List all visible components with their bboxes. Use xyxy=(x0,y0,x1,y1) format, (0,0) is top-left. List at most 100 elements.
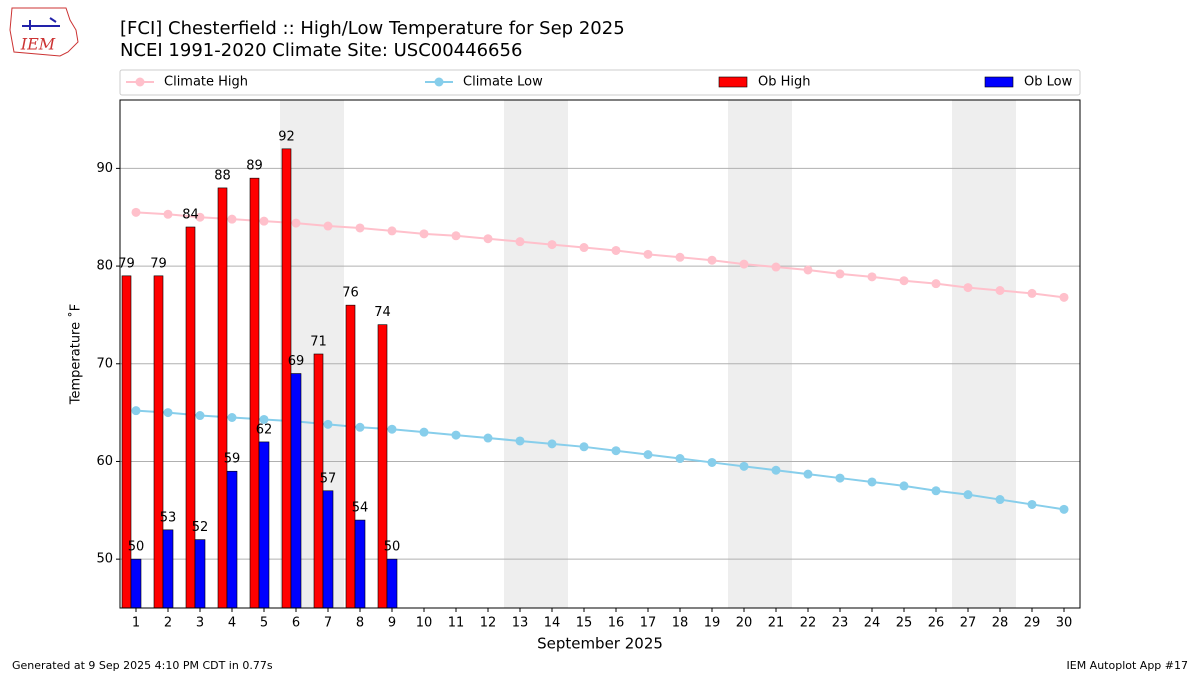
weekend-shade xyxy=(728,100,760,608)
x-tick-label: 28 xyxy=(992,616,1009,631)
data-label: 84 xyxy=(182,208,199,223)
line-marker xyxy=(387,226,397,236)
chart-title: [FCI] Chesterfield :: High/Low Temperatu… xyxy=(120,18,625,39)
line-marker xyxy=(451,231,461,241)
bar xyxy=(121,275,132,609)
weekend-shade xyxy=(952,100,984,608)
logo-icon xyxy=(22,17,60,30)
line-marker xyxy=(1027,499,1037,509)
x-tick-label: 10 xyxy=(416,616,433,631)
line-marker xyxy=(1059,292,1069,302)
line-marker xyxy=(419,427,429,437)
data-label: 54 xyxy=(352,501,369,516)
x-tick-label: 27 xyxy=(960,616,977,631)
line-marker xyxy=(227,214,237,224)
x-tick-label: 14 xyxy=(544,616,561,631)
data-label: 71 xyxy=(310,335,327,350)
line-marker xyxy=(419,229,429,239)
bar xyxy=(377,324,388,609)
data-label: 74 xyxy=(374,305,391,320)
x-tick-label: 29 xyxy=(1024,616,1041,631)
data-label: 62 xyxy=(256,422,273,437)
y-tick-label: 90 xyxy=(96,161,113,176)
x-tick-label: 6 xyxy=(292,616,300,631)
y-tick-label: 50 xyxy=(96,552,113,567)
chart-subtitle: NCEI 1991-2020 Climate Site: USC00446656 xyxy=(120,40,522,61)
line-marker xyxy=(451,430,461,440)
x-axis-label: September 2025 xyxy=(537,635,663,653)
data-label: 50 xyxy=(128,540,145,555)
x-tick-label: 5 xyxy=(260,616,268,631)
line-marker xyxy=(611,245,621,255)
line-marker xyxy=(675,454,685,464)
data-label: 89 xyxy=(246,159,263,174)
line-marker xyxy=(771,262,781,272)
line-marker xyxy=(547,439,557,449)
y-tick-label: 60 xyxy=(96,454,113,469)
legend-patch xyxy=(718,76,748,88)
line-marker xyxy=(195,411,205,421)
line-marker xyxy=(227,413,237,422)
line-marker xyxy=(259,414,269,424)
weekend-shade xyxy=(984,100,1016,608)
line-marker xyxy=(483,234,493,244)
line-marker xyxy=(131,406,141,416)
legend-label: Ob Low xyxy=(1024,75,1073,90)
weekend-shade xyxy=(504,100,536,608)
line-marker xyxy=(611,446,621,456)
legend-marker xyxy=(135,77,145,87)
x-tick-label: 18 xyxy=(672,616,689,631)
x-tick-label: 30 xyxy=(1056,616,1073,631)
x-tick-label: 11 xyxy=(448,616,465,631)
x-tick-label: 25 xyxy=(896,616,913,631)
x-tick-label: 12 xyxy=(480,616,497,631)
x-tick-label: 3 xyxy=(196,616,204,631)
line-marker xyxy=(739,461,749,471)
x-tick-label: 26 xyxy=(928,616,945,631)
data-label: 57 xyxy=(320,471,337,486)
weekend-shade xyxy=(760,100,792,608)
line-marker xyxy=(835,269,845,279)
line xyxy=(135,211,1065,299)
x-tick-label: 7 xyxy=(324,616,332,631)
bar xyxy=(386,558,398,609)
line-marker xyxy=(547,240,557,250)
bar xyxy=(130,558,142,609)
line-marker xyxy=(931,486,941,496)
line-marker xyxy=(579,442,589,452)
logo: IEM xyxy=(9,7,79,57)
bar xyxy=(217,187,228,609)
y-axis-label: Temperature ˚F xyxy=(68,304,84,405)
x-tick-label: 13 xyxy=(512,616,529,631)
line-marker xyxy=(931,279,941,289)
x-tick-label: 8 xyxy=(356,616,364,631)
legend-label: Ob High xyxy=(758,75,811,90)
line-marker xyxy=(323,221,333,231)
bar xyxy=(322,490,334,609)
legend-label: Climate High xyxy=(164,75,248,90)
x-tick-label: 4 xyxy=(228,616,236,631)
line-marker xyxy=(259,216,269,226)
line-marker xyxy=(803,265,813,275)
y-tick-label: 80 xyxy=(96,259,113,274)
line-marker xyxy=(355,422,365,432)
footer-right: IEM Autoplot App #17 xyxy=(1067,659,1189,672)
line-marker xyxy=(963,490,973,500)
bar xyxy=(153,275,164,609)
bar xyxy=(226,470,238,609)
y-tick-label: 70 xyxy=(96,356,113,371)
logo-text: IEM xyxy=(20,35,56,54)
logo-map xyxy=(9,7,79,57)
line-marker xyxy=(771,465,781,475)
data-label: 92 xyxy=(278,129,295,144)
x-tick-label: 22 xyxy=(800,616,817,631)
bar xyxy=(258,441,270,609)
bar xyxy=(281,148,292,609)
line-marker xyxy=(323,419,333,429)
x-tick-label: 15 xyxy=(576,616,593,631)
line-marker xyxy=(163,408,173,418)
data-label: 59 xyxy=(224,452,241,467)
bar xyxy=(194,539,206,609)
data-label: 79 xyxy=(150,256,167,271)
